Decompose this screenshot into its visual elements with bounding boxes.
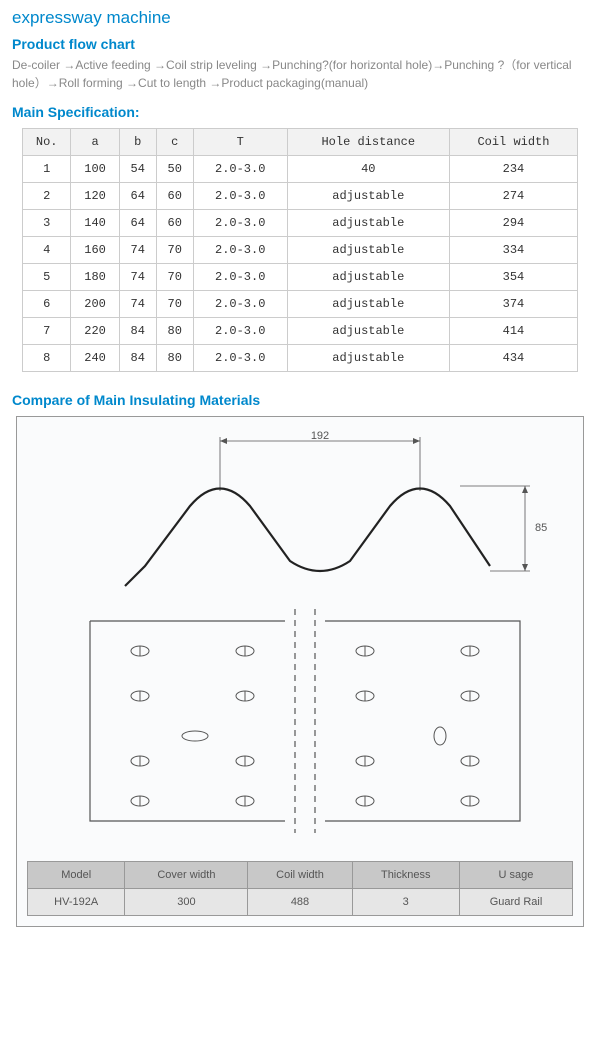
spec-cell: 40 bbox=[287, 156, 449, 183]
spec-cell: 54 bbox=[119, 156, 156, 183]
profile-height-label: 85 bbox=[535, 522, 547, 534]
spec-cell: 2.0-3.0 bbox=[193, 345, 287, 372]
cmp-cell: 488 bbox=[248, 889, 352, 916]
spec-cell: 220 bbox=[71, 318, 119, 345]
diagram-container: 192 85 bbox=[16, 416, 584, 927]
spec-cell: 7 bbox=[23, 318, 71, 345]
spec-cell: 8 bbox=[23, 345, 71, 372]
spec-cell: 3 bbox=[23, 210, 71, 237]
spec-cell: 2 bbox=[23, 183, 71, 210]
table-row: HV-192A3004883Guard Rail bbox=[28, 889, 573, 916]
table-row: 110054502.0-3.040234 bbox=[23, 156, 578, 183]
spec-cell: 434 bbox=[449, 345, 577, 372]
spec-cell: 354 bbox=[449, 264, 577, 291]
cmp-col-header: U sage bbox=[459, 862, 572, 889]
spec-cell: adjustable bbox=[287, 264, 449, 291]
spec-cell: 2.0-3.0 bbox=[193, 264, 287, 291]
spec-cell: adjustable bbox=[287, 318, 449, 345]
spec-cell: 2.0-3.0 bbox=[193, 156, 287, 183]
spec-cell: 240 bbox=[71, 345, 119, 372]
profile-diagram: 192 85 bbox=[30, 431, 570, 591]
spec-cell: 74 bbox=[119, 291, 156, 318]
spec-cell: 84 bbox=[119, 345, 156, 372]
spec-cell: 274 bbox=[449, 183, 577, 210]
spec-cell: 200 bbox=[71, 291, 119, 318]
spec-cell: 140 bbox=[71, 210, 119, 237]
spec-cell: adjustable bbox=[287, 210, 449, 237]
spec-cell: 2.0-3.0 bbox=[193, 183, 287, 210]
spec-cell: 414 bbox=[449, 318, 577, 345]
compare-heading: Compare of Main Insulating Materials bbox=[12, 392, 588, 408]
table-row: 722084802.0-3.0adjustable414 bbox=[23, 318, 578, 345]
table-row: 518074702.0-3.0adjustable354 bbox=[23, 264, 578, 291]
spec-table: No.abcTHole distanceCoil width 110054502… bbox=[22, 128, 578, 372]
spec-cell: adjustable bbox=[287, 345, 449, 372]
spec-cell: 100 bbox=[71, 156, 119, 183]
table-row: 314064602.0-3.0adjustable294 bbox=[23, 210, 578, 237]
spec-cell: 4 bbox=[23, 237, 71, 264]
spec-cell: 60 bbox=[156, 183, 193, 210]
spec-cell: adjustable bbox=[287, 183, 449, 210]
spec-cell: 160 bbox=[71, 237, 119, 264]
cmp-cell: Guard Rail bbox=[459, 889, 572, 916]
spec-cell: 334 bbox=[449, 237, 577, 264]
spec-cell: 64 bbox=[119, 183, 156, 210]
spec-cell: adjustable bbox=[287, 237, 449, 264]
spec-cell: 50 bbox=[156, 156, 193, 183]
spec-cell: 70 bbox=[156, 237, 193, 264]
table-row: 212064602.0-3.0adjustable274 bbox=[23, 183, 578, 210]
spec-col-header: c bbox=[156, 129, 193, 156]
table-row: 620074702.0-3.0adjustable374 bbox=[23, 291, 578, 318]
spec-col-header: a bbox=[71, 129, 119, 156]
cmp-cell: HV-192A bbox=[28, 889, 125, 916]
spec-cell: 74 bbox=[119, 237, 156, 264]
spec-cell: 80 bbox=[156, 318, 193, 345]
spec-cell: 6 bbox=[23, 291, 71, 318]
cmp-col-header: Thickness bbox=[352, 862, 459, 889]
spec-cell: 70 bbox=[156, 264, 193, 291]
spec-cell: 2.0-3.0 bbox=[193, 210, 287, 237]
spec-col-header: Hole distance bbox=[287, 129, 449, 156]
cmp-col-header: Coil width bbox=[248, 862, 352, 889]
spec-cell: 2.0-3.0 bbox=[193, 237, 287, 264]
spec-col-header: T bbox=[193, 129, 287, 156]
spec-cell: 180 bbox=[71, 264, 119, 291]
table-row: 416074702.0-3.0adjustable334 bbox=[23, 237, 578, 264]
spec-cell: 120 bbox=[71, 183, 119, 210]
spec-heading: Main Specification: bbox=[12, 104, 588, 120]
spec-cell: 64 bbox=[119, 210, 156, 237]
spec-cell: 2.0-3.0 bbox=[193, 291, 287, 318]
spec-cell: 84 bbox=[119, 318, 156, 345]
cmp-col-header: Cover width bbox=[125, 862, 248, 889]
spec-cell: adjustable bbox=[287, 291, 449, 318]
page-title: expressway machine bbox=[12, 8, 588, 28]
table-row: 824084802.0-3.0adjustable434 bbox=[23, 345, 578, 372]
spec-cell: 374 bbox=[449, 291, 577, 318]
spec-cell: 5 bbox=[23, 264, 71, 291]
spec-cell: 80 bbox=[156, 345, 193, 372]
spec-col-header: b bbox=[119, 129, 156, 156]
compare-table: ModelCover widthCoil widthThicknessU sag… bbox=[27, 861, 573, 916]
cmp-cell: 300 bbox=[125, 889, 248, 916]
spec-cell: 70 bbox=[156, 291, 193, 318]
spec-cell: 74 bbox=[119, 264, 156, 291]
plate-diagram bbox=[30, 591, 570, 851]
profile-pitch-label: 192 bbox=[311, 431, 329, 442]
cmp-cell: 3 bbox=[352, 889, 459, 916]
spec-col-header: No. bbox=[23, 129, 71, 156]
flow-chart-heading: Product flow chart bbox=[12, 36, 588, 52]
flow-chart-text: De-coiler →Active feeding →Coil strip le… bbox=[12, 56, 588, 92]
spec-cell: 2.0-3.0 bbox=[193, 318, 287, 345]
spec-cell: 1 bbox=[23, 156, 71, 183]
spec-cell: 60 bbox=[156, 210, 193, 237]
spec-cell: 294 bbox=[449, 210, 577, 237]
spec-col-header: Coil width bbox=[449, 129, 577, 156]
cmp-col-header: Model bbox=[28, 862, 125, 889]
spec-cell: 234 bbox=[449, 156, 577, 183]
profile-path bbox=[125, 489, 490, 587]
